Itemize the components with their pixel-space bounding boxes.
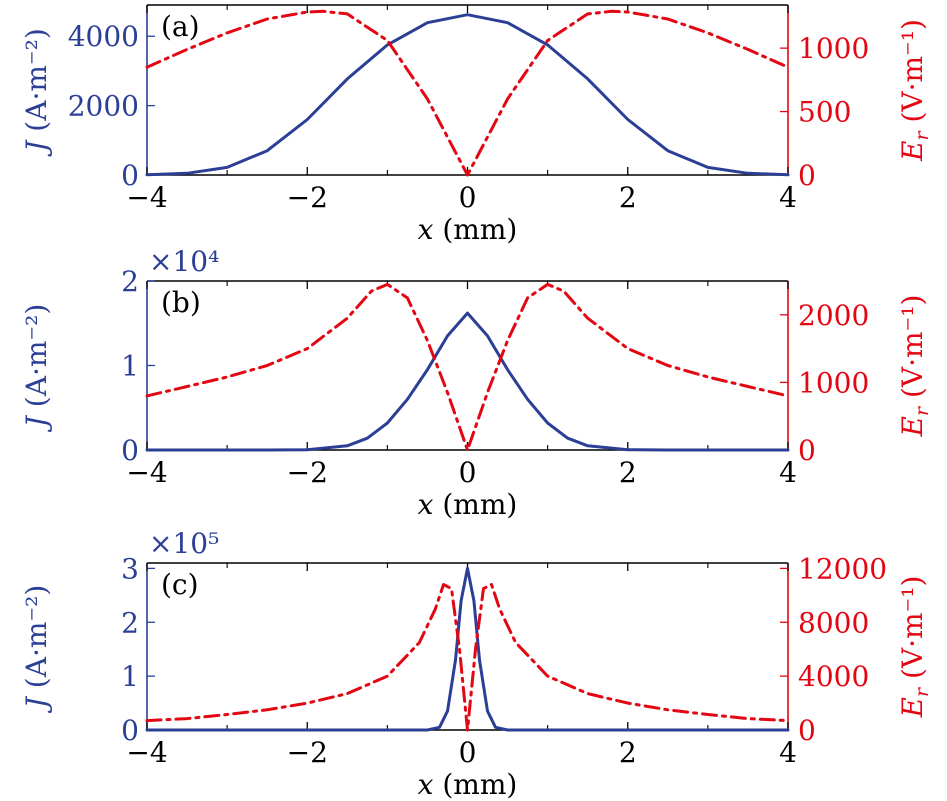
y-left-multiplier: ×10⁵ xyxy=(149,527,219,560)
x-tick-label: −2 xyxy=(287,456,328,489)
y-left-tick-label: 4000 xyxy=(68,20,139,53)
series-line-J xyxy=(145,13,790,177)
y-right-tick-label: 1000 xyxy=(798,366,869,399)
y-left-tick-label: 1 xyxy=(121,350,139,383)
y-left-axis-label: J (A·m⁻²) xyxy=(20,585,53,714)
x-axis-label: x (mm) xyxy=(418,768,518,801)
y-left-tick-label: 0 xyxy=(121,159,139,192)
y-right-axis-label: Er (V·m⁻¹) xyxy=(896,19,933,162)
y-right-tick-label: 4000 xyxy=(798,660,869,693)
y-right-axis-label: Er (V·m⁻¹) xyxy=(896,295,933,438)
y-left-axis-label: J (A·m⁻²) xyxy=(20,304,53,433)
x-tick-label: 0 xyxy=(459,181,477,214)
y-left-tick-label: 1 xyxy=(121,660,139,693)
y-right-tick-label: 0 xyxy=(798,159,816,192)
y-left-tick-label: 3 xyxy=(121,552,139,585)
x-tick-label: 0 xyxy=(459,736,477,769)
x-tick-label: 4 xyxy=(779,181,797,214)
y-right-tick-label: 2000 xyxy=(798,299,869,332)
x-tick-label: 2 xyxy=(619,181,637,214)
x-axis-label: x (mm) xyxy=(418,488,518,521)
x-tick-label: 2 xyxy=(619,736,637,769)
y-right-tick-label: 12000 xyxy=(798,552,887,585)
y-left-axis-label: J (A·m⁻²) xyxy=(20,28,53,157)
y-right-tick-label: 1000 xyxy=(798,32,869,65)
x-tick-label: −4 xyxy=(126,181,167,214)
y-right-tick-label: 500 xyxy=(798,96,851,129)
x-tick-label: −4 xyxy=(126,456,167,489)
panel-label: (a) xyxy=(161,10,200,43)
x-axis-label: x (mm) xyxy=(418,213,518,246)
y-right-tick-label: 0 xyxy=(798,714,816,747)
series-line-Er xyxy=(145,583,790,732)
y-right-tick-label: 8000 xyxy=(798,606,869,639)
panel-label: (b) xyxy=(161,286,201,319)
y-left-tick-label: 2 xyxy=(121,606,139,639)
x-tick-label: −2 xyxy=(287,181,328,214)
x-tick-label: −2 xyxy=(287,736,328,769)
series-line-J xyxy=(145,311,790,452)
x-tick-label: 4 xyxy=(779,456,797,489)
y-left-tick-label: 0 xyxy=(121,434,139,467)
panel-label: (c) xyxy=(161,568,199,601)
series-line-Er xyxy=(145,9,790,177)
y-left-tick-label: 2 xyxy=(121,265,139,298)
y-right-axis-label: Er (V·m⁻¹) xyxy=(896,576,933,719)
x-tick-label: −4 xyxy=(126,736,167,769)
x-tick-label: 4 xyxy=(779,736,797,769)
y-right-tick-label: 0 xyxy=(798,434,816,467)
y-left-tick-label: 0 xyxy=(121,714,139,747)
x-tick-label: 2 xyxy=(619,456,637,489)
y-left-multiplier: ×10⁴ xyxy=(149,245,219,278)
x-tick-label: 0 xyxy=(459,456,477,489)
y-left-tick-label: 2000 xyxy=(68,90,139,123)
series-line-J xyxy=(145,566,790,732)
series-line-Er xyxy=(145,282,790,452)
